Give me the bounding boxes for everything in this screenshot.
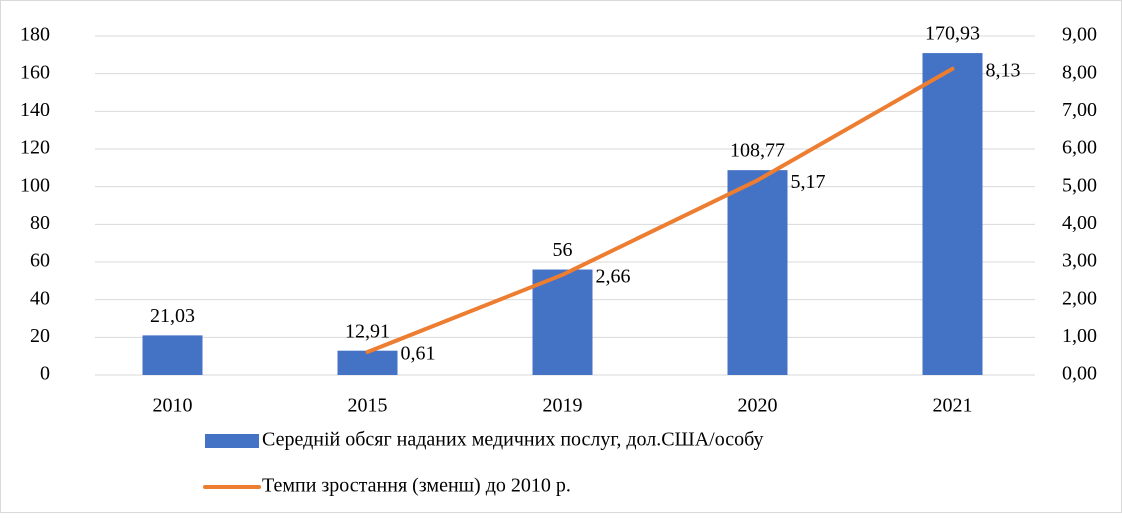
y2-tick-label: 6,00 — [1062, 137, 1097, 159]
y2-tick-label: 0,00 — [1062, 363, 1097, 385]
y-tick-label: 100 — [20, 174, 50, 196]
y-tick-label: 120 — [20, 137, 50, 159]
bar — [337, 350, 398, 375]
line — [365, 66, 955, 355]
data-label: 56 — [553, 239, 573, 261]
legend-label: Темпи зростання (зменш) до 2010 р. — [262, 475, 571, 497]
y2-tick-label: 2,00 — [1062, 287, 1097, 309]
data-label: 21,03 — [150, 305, 195, 327]
data-label: 5,17 — [791, 171, 826, 193]
y2-tick-label: 5,00 — [1062, 174, 1097, 196]
y-tick-label: 180 — [20, 24, 50, 46]
data-label: 12,91 — [345, 320, 390, 342]
bar — [922, 53, 983, 375]
data-label: 108,77 — [730, 140, 785, 162]
x-tick-label: 2020 — [738, 395, 778, 417]
y-tick-label: 160 — [20, 61, 50, 83]
y-tick-label: 60 — [30, 250, 50, 272]
y2-tick-label: 8,00 — [1062, 61, 1097, 83]
x-tick-label: 2019 — [543, 395, 583, 417]
legend-label: Середній обсяг наданих медичних послуг, … — [262, 429, 764, 451]
bar — [532, 269, 593, 375]
y2-tick-label: 1,00 — [1062, 325, 1097, 347]
data-label: 2,66 — [596, 265, 631, 287]
y2-tick-label: 4,00 — [1062, 212, 1097, 234]
bar — [142, 335, 203, 375]
y-tick-label: 140 — [20, 99, 50, 121]
y-tick-label: 0 — [40, 363, 50, 385]
bar — [727, 170, 788, 375]
y-tick-label: 80 — [30, 212, 50, 234]
y2-tick-label: 7,00 — [1062, 99, 1097, 121]
y-tick-label: 20 — [30, 325, 50, 347]
x-tick-label: 2021 — [933, 395, 973, 417]
legend-swatch — [205, 434, 259, 448]
x-tick-label: 2010 — [153, 395, 193, 417]
y2-tick-label: 9,00 — [1062, 24, 1097, 46]
data-label: 170,93 — [925, 23, 980, 45]
data-label: 0,61 — [401, 343, 436, 365]
y2-tick-label: 3,00 — [1062, 250, 1097, 272]
x-tick-label: 2015 — [348, 395, 388, 417]
data-label: 8,13 — [986, 59, 1021, 81]
y-tick-label: 40 — [30, 287, 50, 309]
